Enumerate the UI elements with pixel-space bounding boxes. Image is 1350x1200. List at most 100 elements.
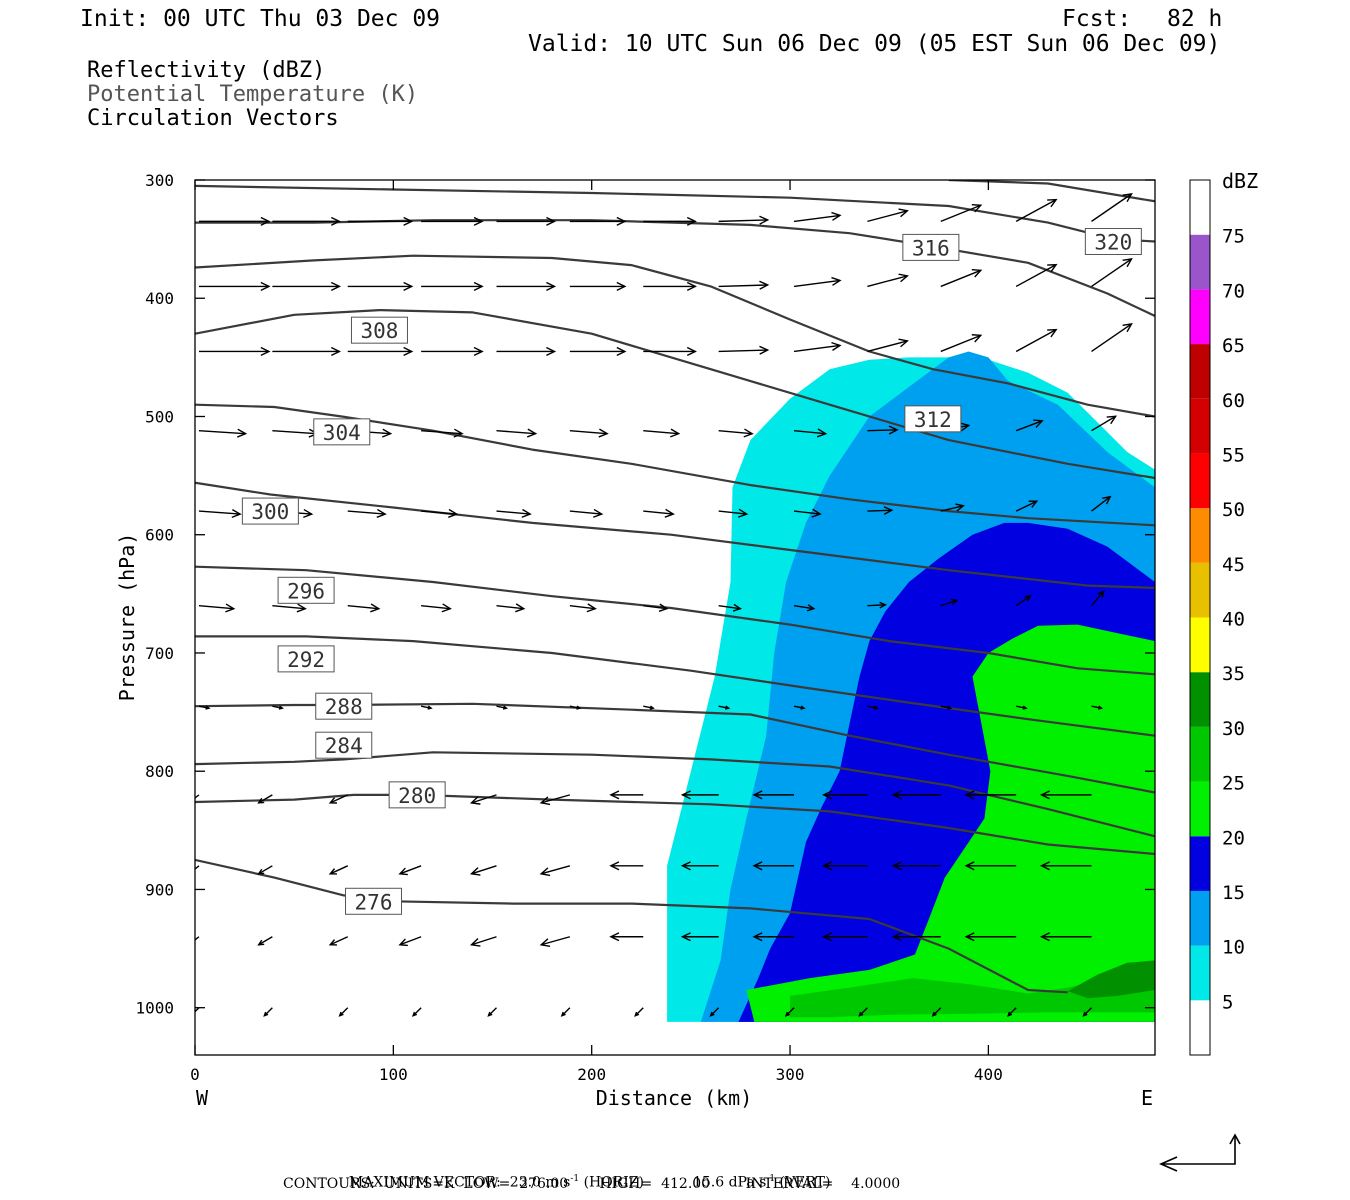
colorbar-segment (1190, 234, 1210, 290)
circulation-vector-head (539, 938, 551, 948)
circulation-vector (399, 865, 422, 875)
circulation-vector (867, 509, 892, 512)
circulation-vector-head (521, 508, 532, 518)
circulation-vector-head (898, 273, 909, 283)
colorbar-segment (1190, 945, 1210, 1001)
circulation-vector (420, 705, 432, 709)
circulation-vector (195, 865, 200, 870)
circulation-vector-head (759, 215, 770, 225)
circulation-vector-head (800, 705, 806, 710)
circulation-vector (263, 1007, 273, 1017)
circulation-vector-head (257, 868, 265, 875)
circulation-vector-head (738, 508, 749, 518)
colorbar-segment (1190, 508, 1210, 563)
circulation-vector (634, 1007, 644, 1017)
circulation-vector (858, 1007, 868, 1017)
circulation-vector-head (473, 216, 484, 226)
circulation-vector-head (278, 705, 284, 710)
circulation-vector-head (1033, 419, 1044, 428)
circulation-vector-head (546, 216, 557, 226)
circulation-vector-head (441, 603, 452, 613)
circulation-vector-head (205, 705, 211, 710)
circulation-vector-head (616, 216, 627, 226)
x-tick-label: 200 (577, 1065, 606, 1084)
colorbar-segment (1190, 562, 1210, 618)
circulation-vector-head (1082, 1011, 1088, 1017)
circulation-vector (329, 794, 349, 804)
theta-label-box-296 (277, 576, 335, 604)
circulation-vector (932, 1007, 942, 1017)
circulation-vector-head (473, 281, 484, 291)
theta-label-box-280 (388, 781, 446, 809)
circulation-vector (785, 1007, 795, 1017)
circulation-vector (198, 604, 234, 610)
circulation-vector-head (752, 861, 763, 871)
colorbar-level-label: 75 (1222, 226, 1245, 248)
circulation-vector (1015, 329, 1057, 353)
circulation-vector-head (784, 1011, 790, 1017)
circulation-vector (867, 604, 886, 607)
circulation-vector-head (502, 705, 509, 710)
theta-label-284: 284 (325, 734, 363, 758)
circulation-vector (272, 429, 318, 435)
circulation-vector-head (658, 603, 669, 612)
circulation-vector-head (806, 604, 816, 612)
circulation-vector (496, 604, 524, 610)
circulation-vector-head (546, 346, 557, 356)
legend-vectors: Circulation Vectors (87, 106, 339, 131)
horiz-vector-value: 23.0 m s (509, 1174, 571, 1191)
colorbar-segment (1190, 726, 1210, 782)
colorbar-segment (1190, 890, 1210, 946)
circulation-vector (1091, 496, 1111, 512)
circulation-vector (329, 865, 349, 875)
circulation-vector-head (609, 790, 620, 800)
circulation-vector (1015, 420, 1043, 432)
theta-contour-304 (195, 403, 1155, 527)
theta-contour-324 (948, 180, 1155, 203)
circulation-vector-head (971, 269, 983, 278)
circulation-vector-head (964, 790, 975, 800)
circulation-vector-head (752, 932, 763, 942)
circulation-vector (198, 429, 246, 435)
circulation-vector-head (189, 941, 193, 945)
circulation-vector-head (403, 346, 414, 356)
circulation-vector-head (709, 1011, 715, 1017)
circulation-vector-head (260, 281, 271, 291)
colorbar-level-label: 40 (1222, 609, 1245, 631)
circulation-vector (867, 429, 898, 432)
circulation-vector-head (609, 932, 620, 942)
x-tick-label: 300 (776, 1065, 805, 1084)
circulation-vector (718, 349, 768, 353)
circulation-vector (569, 429, 608, 435)
circulation-vector (421, 429, 463, 435)
vert-vector-value: 15.6 dPa s (692, 1174, 767, 1191)
theta-contour-276 (195, 858, 1068, 994)
y-tick-label: 400 (145, 289, 174, 308)
circulation-vector-head (1106, 415, 1118, 425)
theta-contour-292 (195, 635, 1155, 737)
circulation-vector-head (1039, 861, 1050, 871)
circulation-vector-head (231, 508, 242, 519)
circulation-vector-head (1122, 258, 1133, 268)
y-tick-label: 500 (145, 407, 174, 426)
circulation-vector-head (609, 861, 620, 871)
circulation-vector-head (189, 799, 193, 803)
circulation-vector-head (328, 939, 337, 946)
circulation-vector (940, 705, 951, 709)
circulation-vector-head (370, 603, 381, 613)
circulation-vector-head (469, 867, 481, 876)
circulation-vector-head (891, 790, 902, 800)
colorbar-segment (1190, 672, 1210, 727)
circulation-vector-head (403, 281, 414, 291)
circulation-vector (940, 269, 982, 288)
circulation-vector (940, 204, 982, 223)
theta-label-276: 276 (355, 890, 393, 914)
circulation-vector (471, 936, 497, 946)
circulation-vector-head (398, 867, 408, 876)
circulation-vector-head (898, 338, 909, 348)
circulation-vector (540, 936, 571, 946)
circulation-vector (1091, 193, 1132, 222)
circulation-vector-head (822, 861, 833, 871)
circulation-vector-head (257, 939, 265, 946)
circulation-vector (793, 214, 841, 223)
